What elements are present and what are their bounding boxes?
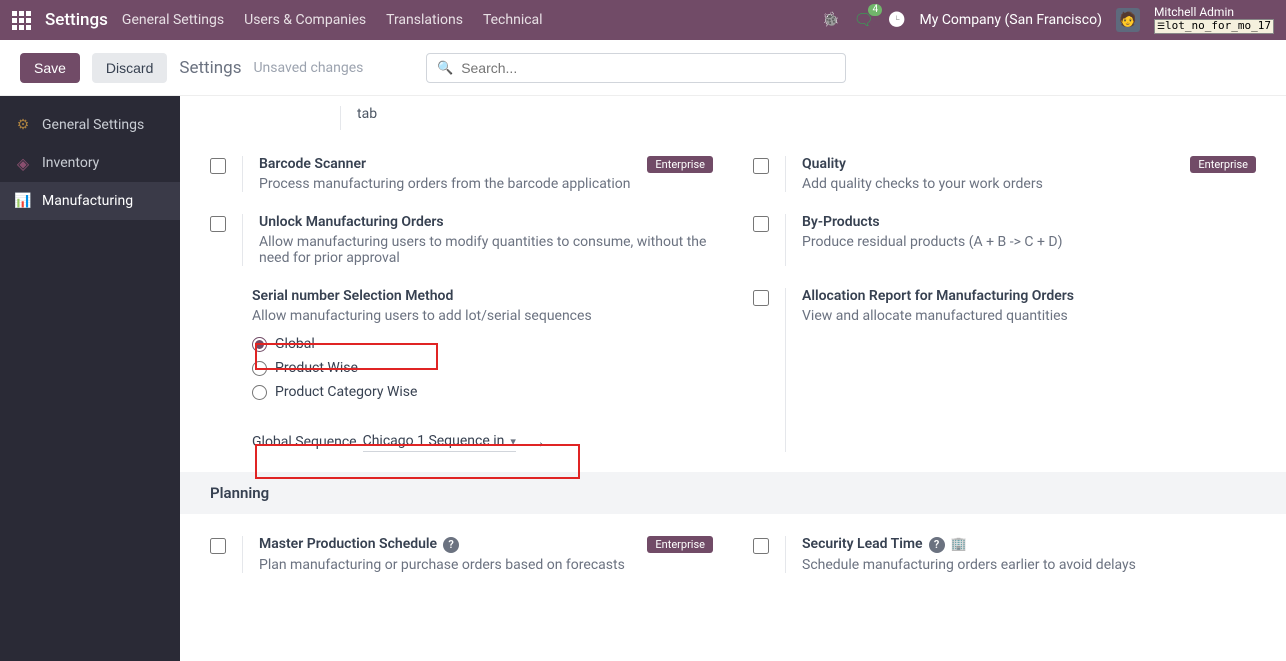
apps-icon[interactable] — [12, 11, 31, 30]
checkbox-barcode[interactable] — [210, 158, 226, 174]
sidebar: General Settings Inventory Manufacturing — [0, 96, 180, 661]
user-block[interactable]: Mitchell Admin lot_no_for_mo_17 — [1154, 6, 1274, 34]
setting-allocation: Allocation Report for Manufacturing Orde… — [753, 276, 1256, 452]
company-selector[interactable]: My Company (San Francisco) — [920, 12, 1102, 28]
radio-product-wise[interactable] — [252, 361, 267, 376]
gear-icon — [14, 116, 32, 134]
search-box[interactable] — [426, 53, 846, 83]
setting-desc: Add quality checks to your work orders — [802, 176, 1190, 192]
radio-label-category[interactable]: Product Category Wise — [275, 384, 417, 400]
checkbox-byproducts[interactable] — [753, 216, 769, 232]
save-button[interactable]: Save — [20, 53, 80, 83]
setting-serial-method: Serial number Selection Method Allow man… — [210, 276, 713, 452]
setting-desc: Plan manufacturing or purchase orders ba… — [259, 557, 647, 573]
top-menu: General Settings Users & Companies Trans… — [122, 12, 543, 28]
checkbox-mps[interactable] — [210, 538, 226, 554]
sidebar-item-manufacturing[interactable]: Manufacturing — [0, 182, 180, 220]
setting-mps: Master Production Schedule Plan manufact… — [210, 524, 713, 573]
topbar-right: 4 My Company (San Francisco) 🧑 Mitchell … — [822, 6, 1274, 34]
sidebar-item-general[interactable]: General Settings — [0, 106, 180, 144]
clock-icon[interactable] — [888, 12, 905, 28]
radio-category-wise[interactable] — [252, 385, 267, 400]
menu-general-settings[interactable]: General Settings — [122, 12, 224, 28]
tab-remnant: tab — [340, 106, 1256, 130]
menu-translations[interactable]: Translations — [386, 12, 463, 28]
setting-title: Security Lead Time — [802, 536, 1256, 553]
setting-unlock: Unlock Manufacturing Orders Allow manufa… — [210, 202, 713, 266]
checkbox-allocation[interactable] — [753, 290, 769, 306]
sidebar-item-label: Inventory — [42, 155, 99, 171]
setting-desc: Allow manufacturing users to add lot/ser… — [252, 308, 713, 324]
help-icon[interactable] — [443, 536, 459, 553]
help-icon[interactable] — [929, 536, 945, 553]
setting-title: Quality — [802, 156, 1190, 172]
bug-icon[interactable] — [822, 12, 839, 28]
unsaved-indicator: Unsaved changes — [253, 60, 363, 76]
chat-badge: 4 — [868, 4, 882, 16]
radio-label-product[interactable]: Product Wise — [275, 360, 358, 376]
setting-desc: View and allocate manufactured quantitie… — [802, 308, 1256, 324]
radio-label-global[interactable]: Global — [275, 336, 315, 352]
setting-title: By-Products — [802, 214, 1256, 230]
breadcrumb: Settings — [179, 58, 241, 78]
chevron-down-icon — [510, 433, 516, 449]
global-sequence-select[interactable]: Chicago 1 Sequence in — [363, 433, 516, 452]
topbar: Settings General Settings Users & Compan… — [0, 0, 1286, 40]
setting-byproducts: By-Products Produce residual products (A… — [753, 202, 1256, 266]
building-icon — [951, 536, 967, 552]
checkbox-unlock[interactable] — [210, 216, 226, 232]
sidebar-item-label: General Settings — [42, 117, 144, 133]
setting-title: Barcode Scanner — [259, 156, 647, 172]
setting-title: Serial number Selection Method — [252, 288, 713, 304]
setting-desc: Produce residual products (A + B -> C + … — [802, 234, 1256, 250]
sidebar-item-inventory[interactable]: Inventory — [0, 144, 180, 182]
setting-barcode: Barcode Scanner Process manufacturing or… — [210, 144, 713, 192]
main-content: tab Barcode Scanner Process manufacturin… — [180, 96, 1286, 661]
inventory-icon — [14, 154, 32, 172]
discard-button[interactable]: Discard — [92, 53, 167, 83]
setting-title-text: Security Lead Time — [802, 536, 923, 552]
enterprise-badge: Enterprise — [1190, 156, 1256, 173]
user-name: Mitchell Admin — [1154, 6, 1274, 19]
arrow-right-icon[interactable] — [522, 432, 546, 452]
checkbox-quality[interactable] — [753, 158, 769, 174]
setting-title-text: Master Production Schedule — [259, 536, 437, 552]
setting-title: Unlock Manufacturing Orders — [259, 214, 713, 230]
menu-technical[interactable]: Technical — [483, 12, 543, 28]
setting-desc: Process manufacturing orders from the ba… — [259, 176, 647, 192]
sidebar-item-label: Manufacturing — [42, 193, 133, 209]
search-icon — [437, 60, 453, 76]
chat-icon[interactable]: 4 — [854, 10, 874, 29]
global-sequence-row: Global Sequence Chicago 1 Sequence in — [252, 432, 713, 452]
search-input[interactable] — [461, 60, 835, 76]
setting-quality: Quality Add quality checks to your work … — [753, 144, 1256, 192]
enterprise-badge: Enterprise — [647, 536, 713, 553]
setting-title: Master Production Schedule — [259, 536, 647, 553]
enterprise-badge: Enterprise — [647, 156, 713, 173]
setting-desc: Allow manufacturing users to modify quan… — [259, 234, 713, 266]
global-sequence-value: Chicago 1 Sequence in — [363, 433, 505, 449]
radio-global[interactable] — [252, 337, 267, 352]
db-tag: lot_no_for_mo_17 — [1154, 19, 1274, 34]
menu-users-companies[interactable]: Users & Companies — [244, 12, 366, 28]
setting-title: Allocation Report for Manufacturing Orde… — [802, 288, 1256, 304]
setting-leadtime: Security Lead Time Schedule manufacturin… — [753, 524, 1256, 573]
manufacturing-icon — [14, 192, 32, 210]
setting-desc: Schedule manufacturing orders earlier to… — [802, 557, 1256, 573]
actionbar: Save Discard Settings Unsaved changes — [0, 40, 1286, 96]
avatar[interactable]: 🧑 — [1116, 8, 1140, 32]
brand-title: Settings — [45, 10, 108, 30]
global-sequence-label: Global Sequence — [252, 434, 357, 450]
section-planning: Planning — [180, 472, 1286, 514]
checkbox-leadtime[interactable] — [753, 538, 769, 554]
radio-group-serial: Global Product Wise Product Category Wis… — [252, 332, 713, 404]
